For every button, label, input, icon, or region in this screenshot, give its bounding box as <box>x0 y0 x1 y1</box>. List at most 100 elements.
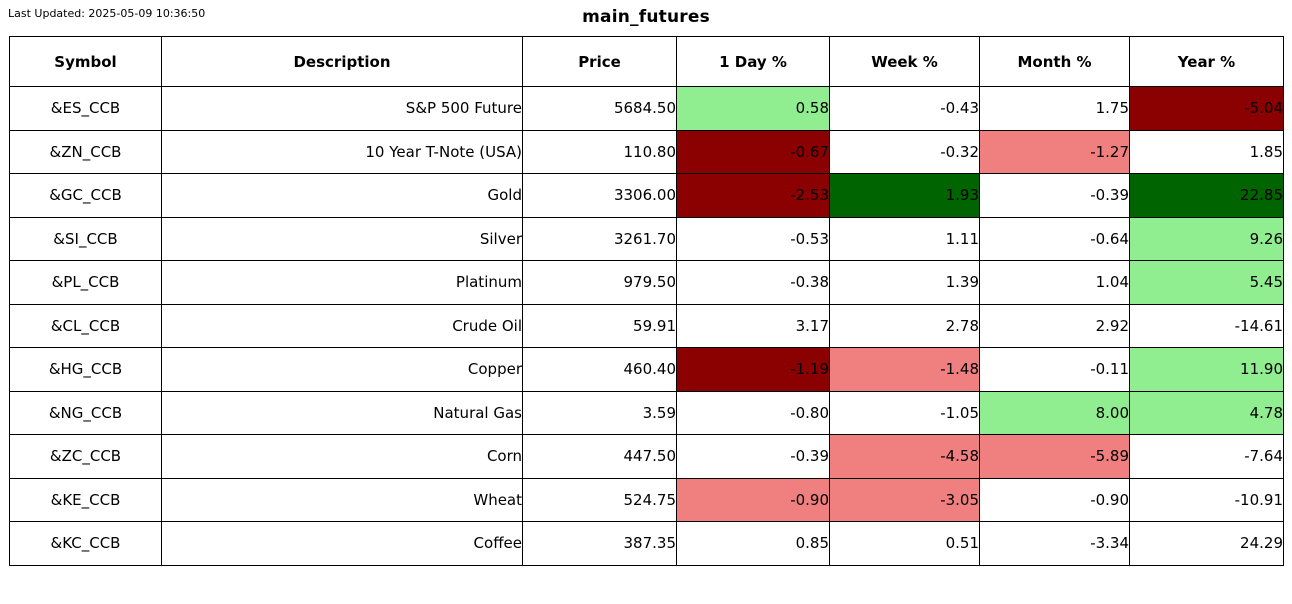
symbol-cell: &GC_CCB <box>9 173 162 218</box>
change-year-cell: -10.91 <box>1129 477 1284 522</box>
symbol-cell: &PL_CCB <box>9 260 162 305</box>
table-row: &HG_CCB Copper 460.40 -1.19 -1.48 -0.11 11.90 <box>9 347 1284 392</box>
description-cell: Platinum <box>161 260 523 305</box>
change-month-cell: -0.64 <box>979 216 1130 261</box>
symbol-cell: &NG_CCB <box>9 390 162 435</box>
description-cell: Gold <box>161 173 523 218</box>
change-month-cell: 2.92 <box>979 303 1130 348</box>
change-1day-cell: -0.90 <box>676 477 830 522</box>
description-cell: Natural Gas <box>161 390 523 435</box>
symbol-cell: &SI_CCB <box>9 216 162 261</box>
change-week-cell: 0.51 <box>829 521 980 566</box>
description-cell: Corn <box>161 434 523 479</box>
symbol-cell: &CL_CCB <box>9 303 162 348</box>
description-cell: S&P 500 Future <box>161 86 523 131</box>
change-1day-cell: -0.53 <box>676 216 830 261</box>
last-updated-label: Last Updated: 2025-05-09 10:36:50 <box>8 7 206 20</box>
change-year-cell: -14.61 <box>1129 303 1284 348</box>
change-month-cell: -1.27 <box>979 129 1130 174</box>
price-cell: 447.50 <box>522 434 677 479</box>
description-cell: 10 Year T-Note (USA) <box>161 129 523 174</box>
futures-table: Symbol Description Price 1 Day % Week % … <box>9 36 1284 566</box>
table-row: &ES_CCB S&P 500 Future 5684.50 0.58 -0.43 1.7… <box>9 86 1284 131</box>
change-1day-cell: 0.85 <box>676 521 830 566</box>
price-cell: 524.75 <box>522 477 677 522</box>
change-week-cell: 1.93 <box>829 173 980 218</box>
change-1day-cell: -0.39 <box>676 434 830 479</box>
table-row: &CL_CCB Crude Oil 59.91 3.17 2.78 2.92 -14.61 <box>9 303 1284 348</box>
change-month-cell: -0.11 <box>979 347 1130 392</box>
description-cell: Silver <box>161 216 523 261</box>
price-cell: 3.59 <box>522 390 677 435</box>
change-year-cell: 5.45 <box>1129 260 1284 305</box>
price-cell: 3306.00 <box>522 173 677 218</box>
change-1day-cell: 3.17 <box>676 303 830 348</box>
change-1day-cell: -0.67 <box>676 129 830 174</box>
change-1day-cell: 0.58 <box>676 86 830 131</box>
price-cell: 5684.50 <box>522 86 677 131</box>
change-month-cell: 8.00 <box>979 390 1130 435</box>
change-year-cell: 4.78 <box>1129 390 1284 435</box>
change-week-cell: 2.78 <box>829 303 980 348</box>
change-year-cell: 1.85 <box>1129 129 1284 174</box>
table-row: &PL_CCB Platinum 979.50 -0.38 1.39 1.04 5.45 <box>9 260 1284 305</box>
price-cell: 979.50 <box>522 260 677 305</box>
change-week-cell: -0.43 <box>829 86 980 131</box>
table-row: &ZN_CCB 10 Year T-Note (USA) 110.80 -0.67 -0… <box>9 129 1284 174</box>
page-title: main_futures <box>582 7 710 27</box>
change-year-cell: -7.64 <box>1129 434 1284 479</box>
change-week-cell: -3.05 <box>829 477 980 522</box>
description-cell: Wheat <box>161 477 523 522</box>
column-header-year: Year % <box>1129 36 1284 87</box>
change-year-cell: -5.04 <box>1129 86 1284 131</box>
change-week-cell: -0.32 <box>829 129 980 174</box>
description-cell: Crude Oil <box>161 303 523 348</box>
symbol-cell: &KC_CCB <box>9 521 162 566</box>
table-row: &GC_CCB Gold 3306.00 -2.53 1.93 -0.39 22.85 <box>9 173 1284 218</box>
table-row: &SI_CCB Silver 3261.70 -0.53 1.11 -0.64 9.26 <box>9 216 1284 261</box>
change-1day-cell: -1.19 <box>676 347 830 392</box>
change-1day-cell: -2.53 <box>676 173 830 218</box>
change-year-cell: 22.85 <box>1129 173 1284 218</box>
symbol-cell: &ZC_CCB <box>9 434 162 479</box>
change-month-cell: -0.39 <box>979 173 1130 218</box>
column-header-price: Price <box>522 36 677 87</box>
symbol-cell: &ES_CCB <box>9 86 162 131</box>
price-cell: 110.80 <box>522 129 677 174</box>
change-1day-cell: -0.38 <box>676 260 830 305</box>
price-cell: 3261.70 <box>522 216 677 261</box>
column-header-symbol: Symbol <box>9 36 162 87</box>
table-row: &ZC_CCB Corn 447.50 -0.39 -4.58 -5.89 -7.64 <box>9 434 1284 479</box>
change-month-cell: -5.89 <box>979 434 1130 479</box>
change-year-cell: 9.26 <box>1129 216 1284 261</box>
table-row: &KC_CCB Coffee 387.35 0.85 0.51 -3.34 24.29 <box>9 521 1284 566</box>
column-header-month: Month % <box>979 36 1130 87</box>
change-week-cell: 1.39 <box>829 260 980 305</box>
futures-table-body: &ES_CCB S&P 500 Future 5684.50 0.58 -0.43 1.7… <box>9 86 1284 566</box>
change-month-cell: -0.90 <box>979 477 1130 522</box>
change-year-cell: 11.90 <box>1129 347 1284 392</box>
change-month-cell: 1.75 <box>979 86 1130 131</box>
change-month-cell: -3.34 <box>979 521 1130 566</box>
symbol-cell: &KE_CCB <box>9 477 162 522</box>
price-cell: 59.91 <box>522 303 677 348</box>
column-header-description: Description <box>161 36 523 87</box>
change-year-cell: 24.29 <box>1129 521 1284 566</box>
price-cell: 460.40 <box>522 347 677 392</box>
description-cell: Copper <box>161 347 523 392</box>
symbol-cell: &HG_CCB <box>9 347 162 392</box>
change-1day-cell: -0.80 <box>676 390 830 435</box>
change-week-cell: -1.05 <box>829 390 980 435</box>
description-cell: Coffee <box>161 521 523 566</box>
symbol-cell: &ZN_CCB <box>9 129 162 174</box>
column-header-week: Week % <box>829 36 980 87</box>
change-week-cell: -4.58 <box>829 434 980 479</box>
price-cell: 387.35 <box>522 521 677 566</box>
change-month-cell: 1.04 <box>979 260 1130 305</box>
table-row: &NG_CCB Natural Gas 3.59 -0.80 -1.05 8.00 4.78 <box>9 390 1284 435</box>
change-week-cell: -1.48 <box>829 347 980 392</box>
change-week-cell: 1.11 <box>829 216 980 261</box>
table-row: &KE_CCB Wheat 524.75 -0.90 -3.05 -0.90 -10.91 <box>9 477 1284 522</box>
column-header-1day: 1 Day % <box>676 36 830 87</box>
